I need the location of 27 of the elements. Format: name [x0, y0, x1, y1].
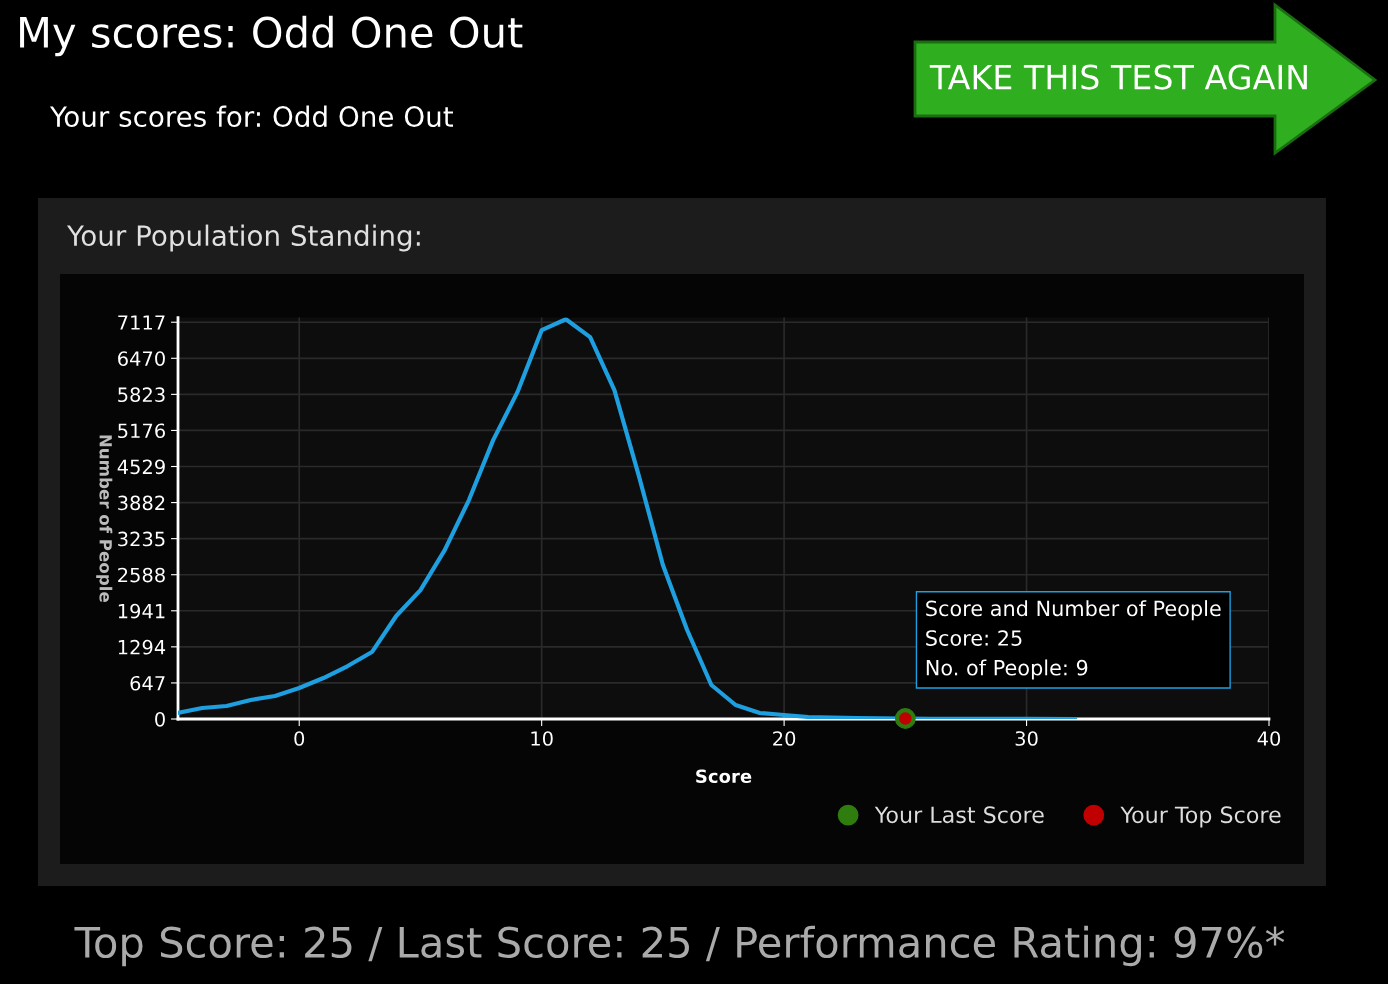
y-tick-label: 3882: [118, 495, 165, 511]
y-tick-label: 5176: [118, 423, 165, 439]
x-tick-label: 30: [1015, 731, 1038, 746]
y-tick-label: 1294: [118, 639, 166, 655]
y-tick-label: 0: [155, 711, 165, 727]
y-tick-label: 3235: [118, 531, 165, 547]
x-tick-label: 40: [1257, 731, 1281, 746]
x-tick-label: 0: [294, 731, 305, 746]
y-tick-label: 1941: [118, 603, 165, 619]
chart-subtitle: Your scores for: Odd One Out: [49, 105, 453, 128]
y-tick-label: 5823: [118, 387, 165, 403]
legend-label: Your Last Score: [874, 806, 1044, 824]
chart-title: My scores: Odd One Out: [20, 15, 523, 57]
text: Your Population Standing:: [66, 224, 420, 252]
text: Top Score: 25 / Last Score: 25 / Performance Rating: 97%*: [74, 925, 1285, 967]
y-tick-label: 6470: [118, 351, 165, 366]
legend-label: Your Top Score: [1120, 806, 1281, 828]
y-axis-title: Number of People: [96, 435, 113, 602]
x-axis-title: Score: [696, 769, 752, 784]
x-tick-label: 20: [773, 731, 796, 746]
y-tick-label: 647: [130, 675, 165, 691]
y-tick-label: 2588: [118, 567, 165, 583]
y-tick-label: 7117: [118, 315, 165, 330]
text: TAKE THIS TEST AGAIN: [929, 64, 1307, 90]
y-tick-label: 4529: [117, 459, 165, 475]
x-tick-label: 10: [531, 731, 553, 746]
annotation: Score and Number of People Score: 25 No. of People: 9: [926, 600, 1221, 680]
